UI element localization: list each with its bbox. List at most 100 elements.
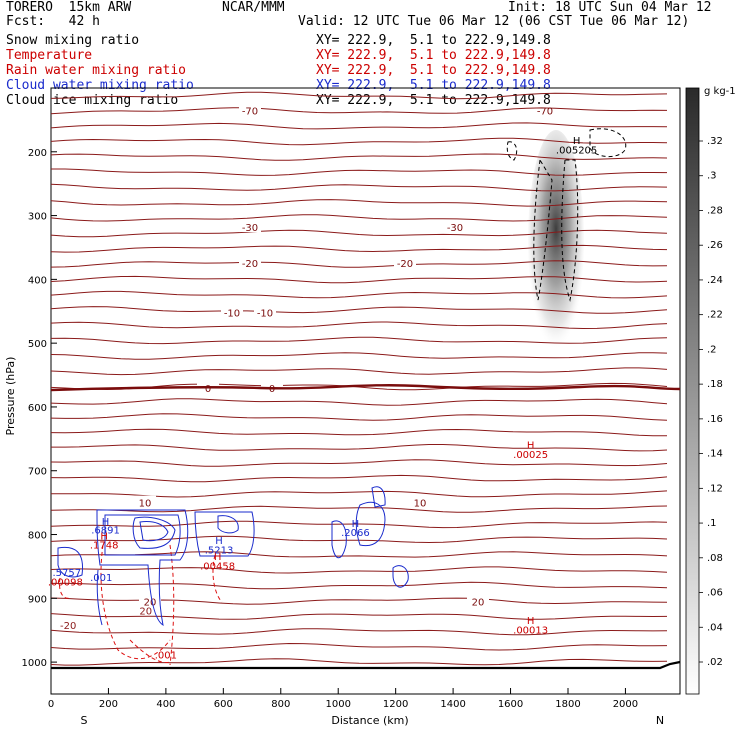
field-xy-cloud-ice: XY= 222.9, 5.1 to 222.9,149.8 [316, 93, 551, 108]
colorbar-tick-label: .12 [707, 483, 723, 494]
x-tick-label: 0 [48, 699, 54, 710]
isotherm [50, 628, 668, 636]
y-tick-label: 200 [28, 148, 47, 159]
isotherm [50, 658, 668, 666]
isotherm [50, 413, 668, 421]
field-xy-rain: XY= 222.9, 5.1 to 222.9,149.8 [316, 63, 551, 78]
chart-header: TORERO 15km ARW NCAR/MMM Init: 18 UTC Su… [0, 0, 740, 120]
x-axis-left-end: S [81, 714, 88, 727]
isotherm [50, 581, 668, 590]
center-label: NCAR/MMM [222, 0, 285, 15]
contour-annotation: -20 [60, 621, 76, 632]
isotherm-label-bg [239, 255, 261, 268]
isotherm-label: -30 [242, 223, 258, 234]
isotherm [50, 306, 668, 314]
snow-shading [528, 130, 584, 350]
isotherm [50, 244, 668, 253]
x-axis-title: Distance (km) [331, 714, 408, 727]
isotherm-label-bg [239, 220, 261, 233]
contour-annotation: .6891 [91, 525, 120, 536]
y-tick-label: 600 [28, 403, 47, 414]
contour-annotation: .00458 [200, 562, 235, 573]
isotherm [50, 321, 668, 330]
contour-annotation: H [527, 616, 535, 627]
colorbar-tick-label: .06 [707, 588, 723, 599]
isotherm [50, 566, 668, 574]
isotherm [50, 613, 668, 620]
colorbar-tick-label: .28 [707, 205, 723, 216]
isotherm-label-bg [139, 594, 161, 607]
isotherm [50, 459, 668, 467]
field-name-rain: Rain water mixing ratio [6, 63, 187, 78]
isotherm [50, 336, 668, 345]
field-name-snow: Snow mixing ratio [6, 33, 140, 48]
isotherm-label: 20 [144, 598, 157, 609]
isotherm [51, 168, 668, 176]
field-name-temperature: Temperature [6, 48, 93, 63]
colorbar-tick-label: .02 [707, 657, 723, 668]
contour-annotation: H [573, 136, 581, 147]
field-xy-temperature: XY= 222.9, 5.1 to 222.9,149.8 [316, 48, 551, 63]
isotherm-label-bg [254, 305, 276, 318]
colorbar-tick-label: .1 [707, 518, 717, 529]
isotherm [50, 260, 668, 268]
isotherm [50, 520, 668, 529]
x-tick-label: 200 [99, 699, 118, 710]
field-xy-snow: XY= 222.9, 5.1 to 222.9,149.8 [316, 33, 551, 48]
freezing-line [50, 384, 681, 392]
colorbar-tick-label: .14 [707, 449, 723, 460]
isotherm-label: 10 [414, 499, 427, 510]
x-tick-label: 800 [271, 699, 290, 710]
contour-annotation: .00025 [513, 450, 548, 461]
colorbar-tick-label: .3 [707, 171, 717, 182]
isotherm [50, 428, 667, 437]
isotherm [50, 290, 668, 299]
isotherm-label: -70 [242, 106, 258, 117]
isotherm [50, 398, 668, 406]
isotherm [50, 183, 668, 192]
x-tick-label: 1000 [325, 699, 350, 710]
x-tick-label: 1800 [555, 699, 580, 710]
isotherm [50, 199, 668, 207]
colorbar-tick-label: .18 [707, 379, 723, 390]
contour-annotation: H [352, 519, 360, 530]
isotherm-label: 20 [472, 598, 485, 609]
contour-annotation: .00013 [513, 625, 548, 636]
isotherm-label: -20 [397, 259, 413, 270]
y-tick-label: 300 [28, 212, 47, 223]
y-axis: 200 300 400 500 600 700 800 900 1000 [22, 148, 57, 669]
contour-annotation: .005205 [556, 146, 597, 157]
model-title: TORERO 15km ARW [6, 0, 132, 15]
contour-annotation: .001 [90, 573, 112, 584]
isotherm-label-bg [221, 305, 243, 318]
isotherm-label-bg [134, 495, 156, 508]
x-tick-label: 400 [156, 699, 175, 710]
colorbar: g kg-1 .02 .04 .06 .08 .1 .12 .14 .16 .18 .2 .22 .2… [685, 86, 736, 695]
field-name-cloud-water: Cloud water mixing ratio [6, 78, 194, 93]
isotherm-label-bg [467, 594, 489, 607]
y-tick-label: 800 [28, 531, 47, 542]
ground-line [51, 660, 681, 670]
x-tick-label: 1400 [440, 699, 465, 710]
isotherm-label-bg [394, 255, 416, 268]
y-tick-label: 400 [28, 275, 47, 286]
y-axis-title: Pressure (hPa) [4, 357, 17, 436]
y-tick-label: 500 [28, 339, 47, 350]
isotherm [50, 214, 668, 222]
contour-annotation: H [102, 517, 110, 528]
contour-annotation: H [214, 552, 222, 563]
cloud-water-contours [57, 486, 409, 627]
colorbar-tick-label: .16 [707, 414, 723, 425]
isotherm [51, 444, 668, 452]
x-tick-label: 2000 [613, 699, 638, 710]
init-time: Init: 18 UTC Sun 04 Mar 12 [508, 0, 712, 15]
contour-annotation: .1748 [90, 541, 119, 552]
x-axis: 0 200 400 600 800 1000 1200 1400 1600 1800 2000 [48, 688, 638, 710]
colorbar-tick-label: .32 [707, 136, 723, 147]
colorbar-tick-label: .26 [707, 240, 723, 251]
contour-annotations: H.005205H.00025H.00013H.6891H.1748.5757.… [48, 136, 597, 661]
isotherm [50, 352, 668, 360]
isotherm-label: -70 [537, 106, 553, 117]
contour-annotation: .5757 [52, 568, 81, 579]
colorbar-unit: g kg-1 [704, 86, 736, 97]
